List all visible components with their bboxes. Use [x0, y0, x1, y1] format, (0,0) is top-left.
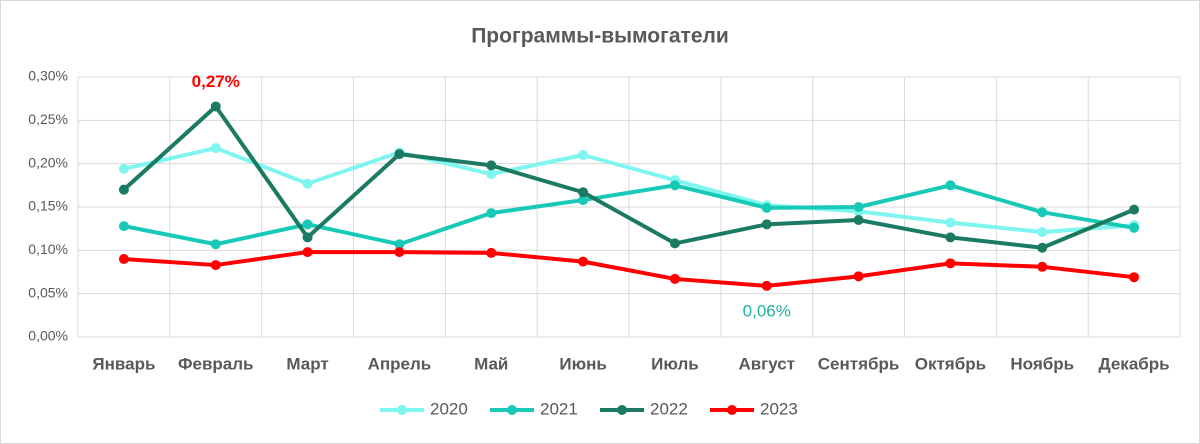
- point: [853, 215, 864, 225]
- point: [945, 258, 956, 269]
- x-tick-label: Июнь: [559, 354, 606, 373]
- point: [210, 143, 221, 154]
- point: [486, 208, 497, 219]
- point: [118, 184, 129, 195]
- y-tick-label: 0,25%: [28, 111, 68, 127]
- x-tick-label: Август: [738, 354, 795, 373]
- point: [394, 239, 405, 250]
- legend-label: 2020: [430, 399, 468, 418]
- point: [945, 232, 956, 243]
- point: [761, 219, 772, 230]
- point: [945, 217, 956, 228]
- x-tick-label: Сентябрь: [818, 354, 900, 373]
- point: [853, 202, 864, 212]
- point: [210, 239, 221, 250]
- y-tick-label: 0,05%: [28, 284, 68, 300]
- point: [210, 260, 221, 271]
- point: [761, 280, 772, 291]
- point: [118, 254, 129, 264]
- series-line: [123, 146, 1135, 235]
- y-tick-label: 0,15%: [28, 198, 68, 214]
- series-line: [122, 104, 1135, 250]
- legend-marker: [507, 405, 517, 415]
- legend-label: 2023: [760, 399, 798, 418]
- point: [761, 202, 772, 213]
- point: [669, 238, 680, 249]
- x-tick-label: Апрель: [368, 354, 432, 373]
- x-tick-label: Декабрь: [1099, 354, 1170, 373]
- x-tick-label: Октябрь: [915, 354, 986, 373]
- point: [302, 247, 313, 258]
- point: [1129, 272, 1140, 283]
- point: [118, 221, 129, 232]
- point: [578, 195, 589, 206]
- point: [1037, 207, 1048, 218]
- point: [1037, 261, 1048, 272]
- x-tick-label: Июль: [651, 354, 699, 373]
- point: [945, 180, 956, 191]
- series-line: [123, 183, 1135, 247]
- legend-marker: [617, 405, 627, 415]
- legend-marker: [397, 405, 407, 415]
- point: [1037, 227, 1048, 238]
- point: [1037, 242, 1048, 253]
- legend-label: 2022: [650, 399, 688, 418]
- x-tick-label: Январь: [92, 354, 155, 373]
- y-tick-label: 0,00%: [28, 328, 68, 344]
- point: [1129, 204, 1140, 215]
- point: [669, 180, 680, 191]
- point: [578, 150, 589, 160]
- legend-label: 2021: [540, 399, 578, 418]
- point: [853, 271, 864, 282]
- data-label: 0,06%: [743, 301, 791, 320]
- point: [486, 169, 497, 180]
- point: [118, 163, 129, 174]
- point: [302, 219, 313, 230]
- point: [1129, 222, 1140, 233]
- point: [486, 247, 497, 258]
- y-tick-label: 0,20%: [28, 154, 68, 170]
- point: [210, 101, 221, 112]
- chart-title: Программы-вымогатели: [471, 25, 729, 48]
- series-line: [123, 250, 1135, 288]
- point: [302, 178, 313, 189]
- point: [578, 187, 589, 198]
- point: [578, 256, 589, 267]
- point: [486, 160, 497, 171]
- data-label: 0,27%: [192, 72, 240, 91]
- point: [394, 149, 405, 160]
- point: [302, 232, 313, 243]
- y-tick-label: 0,10%: [28, 241, 68, 257]
- x-tick-label: Ноябрь: [1010, 354, 1074, 373]
- x-tick-label: Март: [286, 354, 328, 373]
- legend-marker: [727, 405, 737, 415]
- y-tick-label: 0,30%: [28, 68, 68, 84]
- point: [669, 273, 680, 284]
- point: [394, 247, 405, 258]
- x-tick-label: Май: [474, 354, 508, 373]
- x-tick-label: Февраль: [178, 354, 254, 373]
